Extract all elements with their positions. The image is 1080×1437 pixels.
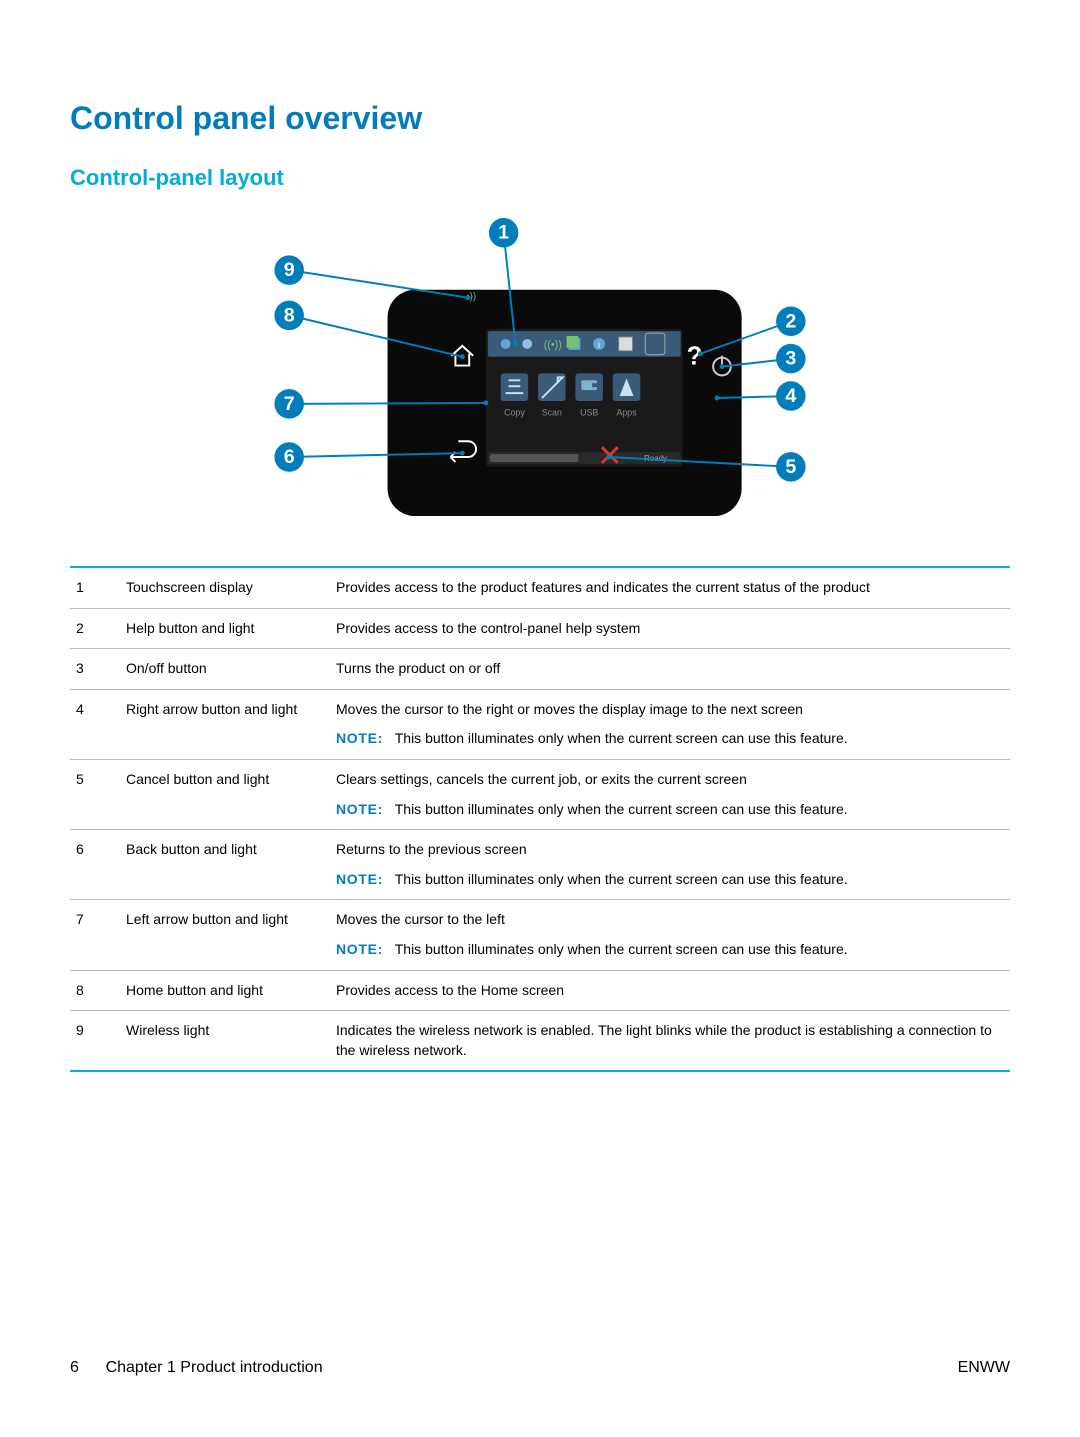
callout-number: 2 (785, 310, 796, 332)
row-name: Cancel button and light (120, 759, 330, 829)
callout-number: 4 (785, 385, 796, 407)
page-footer: 6 Chapter 1 Product introduction ENWW (70, 1359, 1010, 1377)
app-label: Apps (616, 408, 637, 418)
row-desc: Indicates the wireless network is enable… (330, 1011, 1010, 1072)
legend-table: 1Touchscreen displayProvides access to t… (70, 566, 1010, 1072)
table-row: 5Cancel button and lightClears settings,… (70, 759, 1010, 829)
row-desc: Moves the cursor to the leftNOTE: This b… (330, 900, 1010, 970)
section-heading: Control-panel layout (70, 165, 1010, 191)
svg-text:i: i (598, 340, 600, 350)
row-number: 4 (70, 689, 120, 759)
row-desc: Moves the cursor to the right or moves t… (330, 689, 1010, 759)
control-panel-diagram: ((•)) i Copy Scan USB Apps (240, 211, 840, 526)
row-number: 2 (70, 608, 120, 649)
row-desc: Provides access to the Home screen (330, 970, 1010, 1011)
row-number: 5 (70, 759, 120, 829)
callout-number: 5 (785, 456, 796, 478)
language-code: ENWW (958, 1359, 1010, 1377)
row-name: Right arrow button and light (120, 689, 330, 759)
chapter-title: Chapter 1 Product introduction (106, 1359, 323, 1376)
table-row: 9Wireless lightIndicates the wireless ne… (70, 1011, 1010, 1072)
callout-number: 8 (284, 304, 295, 326)
row-desc: Provides access to the product features … (330, 567, 1010, 608)
callout-line-9 (289, 270, 468, 298)
row-number: 3 (70, 649, 120, 690)
app-label: Copy (504, 408, 525, 418)
app-label: USB (580, 408, 598, 418)
row-desc: Clears settings, cancels the current job… (330, 759, 1010, 829)
table-row: 1Touchscreen displayProvides access to t… (70, 567, 1010, 608)
help-icon: ? (687, 343, 703, 371)
row-name: Wireless light (120, 1011, 330, 1072)
row-desc: Provides access to the control-panel hel… (330, 608, 1010, 649)
callout-number: 7 (284, 393, 295, 415)
row-name: Help button and light (120, 608, 330, 649)
row-number: 8 (70, 970, 120, 1011)
row-name: Back button and light (120, 830, 330, 900)
page-number: 6 (70, 1359, 79, 1376)
row-number: 1 (70, 567, 120, 608)
row-number: 6 (70, 830, 120, 900)
callout-number: 3 (785, 348, 796, 370)
row-desc: Turns the product on or off (330, 649, 1010, 690)
row-name: On/off button (120, 649, 330, 690)
row-name: Left arrow button and light (120, 900, 330, 970)
callout-number: 6 (284, 446, 295, 468)
table-row: 8Home button and lightProvides access to… (70, 970, 1010, 1011)
row-name: Home button and light (120, 970, 330, 1011)
callout-line-7 (289, 403, 486, 404)
note-label: NOTE: (336, 941, 383, 957)
callout-number: 1 (498, 222, 509, 244)
table-row: 7Left arrow button and lightMoves the cu… (70, 900, 1010, 970)
table-row: 6Back button and lightReturns to the pre… (70, 830, 1010, 900)
row-desc: Returns to the previous screenNOTE: This… (330, 830, 1010, 900)
app-label: Scan (542, 408, 562, 418)
callout-number: 9 (284, 259, 295, 281)
row-name: Touchscreen display (120, 567, 330, 608)
table-row: 4Right arrow button and lightMoves the c… (70, 689, 1010, 759)
note-label: NOTE: (336, 730, 383, 746)
row-number: 9 (70, 1011, 120, 1072)
table-row: 2Help button and lightProvides access to… (70, 608, 1010, 649)
note-label: NOTE: (336, 801, 383, 817)
note-label: NOTE: (336, 871, 383, 887)
page-heading: Control panel overview (70, 100, 1010, 137)
row-number: 7 (70, 900, 120, 970)
table-row: 3On/off buttonTurns the product on or of… (70, 649, 1010, 690)
svg-text:((•)): ((•)) (544, 339, 562, 351)
